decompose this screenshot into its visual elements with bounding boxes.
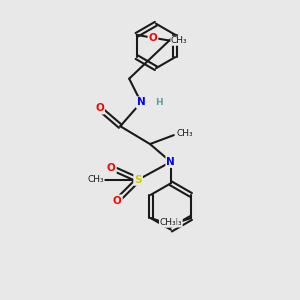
- Text: N: N: [137, 98, 146, 107]
- Text: CH₃: CH₃: [166, 218, 182, 227]
- Text: S: S: [134, 175, 142, 185]
- Text: O: O: [107, 163, 116, 173]
- Text: CH₃: CH₃: [87, 175, 104, 184]
- Text: O: O: [95, 103, 104, 113]
- Text: O: O: [148, 33, 158, 43]
- Text: H: H: [155, 98, 163, 107]
- Text: CH₃: CH₃: [159, 218, 176, 227]
- Text: O: O: [113, 196, 122, 206]
- Text: N: N: [167, 157, 175, 167]
- Text: CH₃: CH₃: [171, 36, 188, 45]
- Text: CH₃: CH₃: [177, 129, 194, 138]
